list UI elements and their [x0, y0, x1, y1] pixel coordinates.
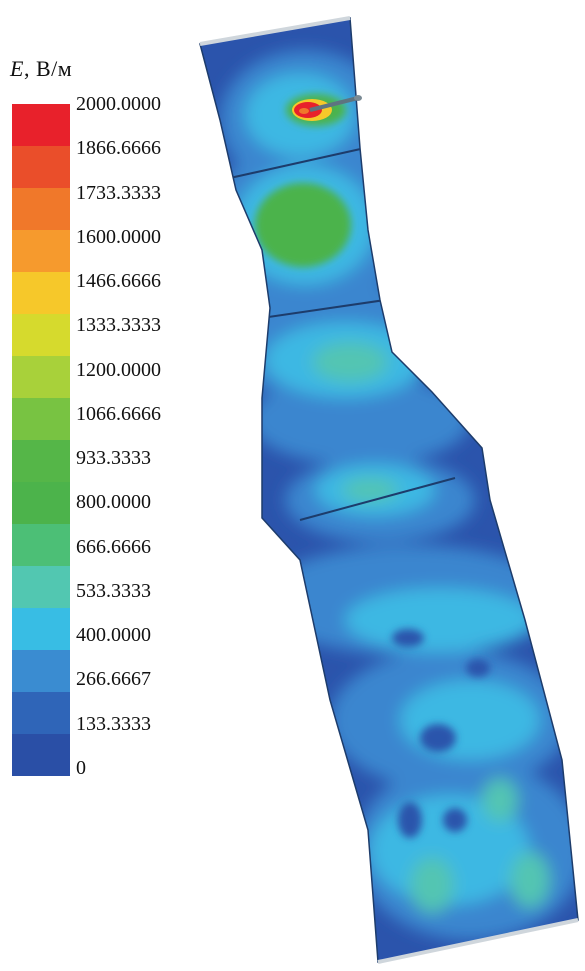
color-scale-label: 933.3333 — [76, 447, 151, 470]
color-scale-label: 1600.0000 — [76, 225, 161, 248]
top-end-cap — [199, 16, 351, 46]
color-scale-label: 1466.6666 — [76, 270, 161, 293]
color-scale-swatch — [12, 272, 70, 314]
legend-title: E, В/м — [10, 56, 72, 82]
color-scale-swatch — [12, 524, 70, 566]
resonator-body — [200, 18, 578, 962]
antenna-probe — [309, 95, 362, 112]
color-scale-swatch — [12, 692, 70, 734]
color-scale-swatch — [12, 734, 70, 776]
color-scale-swatch — [12, 356, 70, 398]
color-scale-bar — [12, 104, 70, 776]
color-scale-swatch — [12, 188, 70, 230]
color-scale-label: 1200.0000 — [76, 358, 161, 381]
color-scale-label: 133.3333 — [76, 712, 151, 735]
color-scale-swatch — [12, 314, 70, 356]
bottom-end-cap — [377, 918, 579, 964]
color-scale-label: 666.6666 — [76, 535, 151, 558]
color-scale-label: 2000.0000 — [76, 93, 161, 115]
legend-symbol: E — [10, 56, 24, 81]
color-scale-label: 400.0000 — [76, 624, 151, 647]
color-scale-swatch — [12, 482, 70, 524]
color-scale-label: 1866.6666 — [76, 137, 161, 160]
color-scale-swatch — [12, 230, 70, 272]
color-scale-label: 533.3333 — [76, 579, 151, 602]
color-scale-label: 0 — [76, 757, 86, 779]
color-scale-swatch — [12, 146, 70, 188]
color-scale-swatch — [12, 608, 70, 650]
color-scale-swatch — [12, 104, 70, 146]
color-scale-label: 800.0000 — [76, 491, 151, 514]
legend-unit: , В/м — [23, 56, 73, 81]
color-scale-label: 1066.6666 — [76, 402, 161, 425]
color-scale-label: 1733.3333 — [76, 181, 161, 204]
color-scale-swatch — [12, 650, 70, 692]
color-scale-swatch — [12, 398, 70, 440]
color-scale-label: 266.6667 — [76, 668, 151, 691]
color-scale-swatch — [12, 566, 70, 608]
color-scale-swatch — [12, 440, 70, 482]
color-scale-label: 1333.3333 — [76, 314, 161, 337]
